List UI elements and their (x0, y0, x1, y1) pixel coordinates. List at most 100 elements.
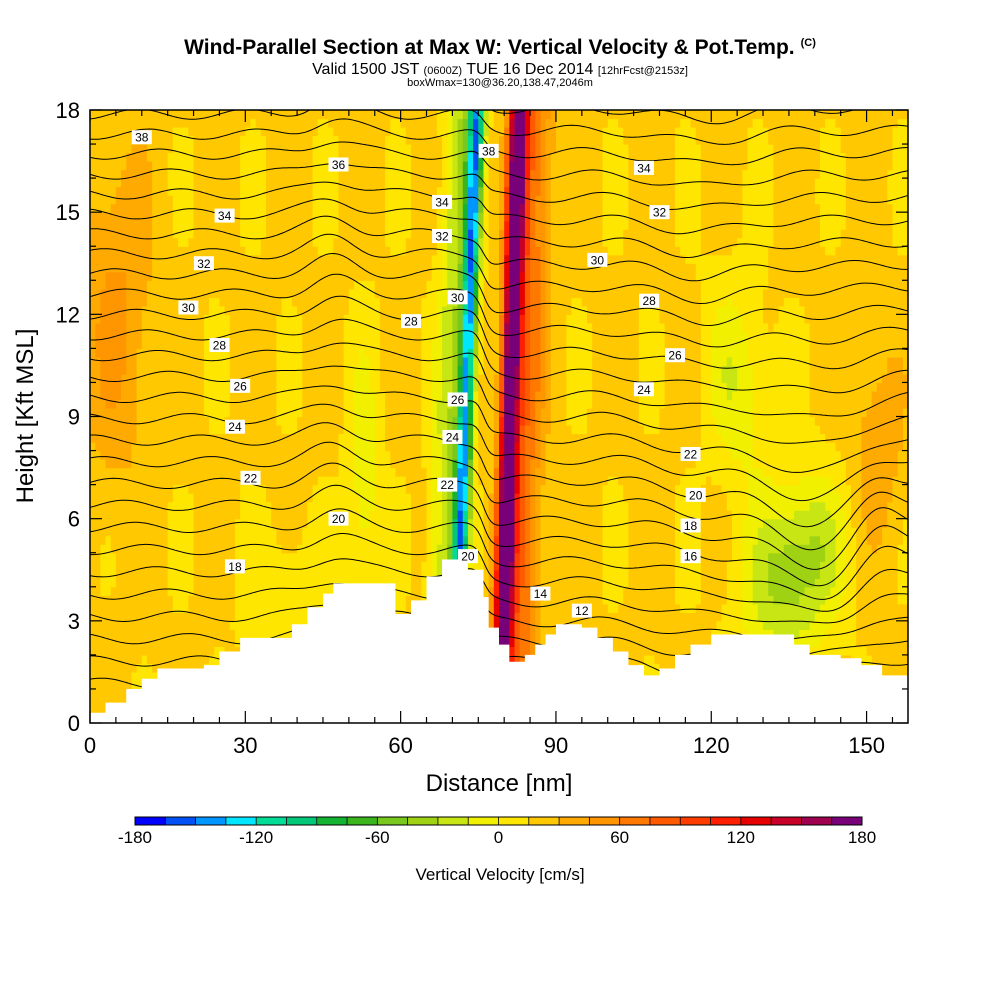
velocity-cell (297, 237, 303, 247)
velocity-cell (162, 118, 169, 128)
velocity-cell (405, 459, 412, 469)
velocity-cell (121, 135, 127, 145)
velocity-cell (105, 552, 112, 562)
velocity-cell (121, 569, 127, 579)
velocity-cell (234, 203, 241, 213)
velocity-cell (100, 220, 107, 230)
velocity-cell (312, 595, 319, 605)
velocity-cell (224, 578, 231, 588)
velocity-cell (95, 654, 101, 664)
velocity-cell (385, 305, 391, 315)
velocity-cell (333, 578, 340, 588)
velocity-cell (431, 459, 438, 469)
velocity-cell (229, 314, 236, 324)
velocity-cell (224, 365, 231, 375)
velocity-cell (390, 450, 397, 460)
velocity-cell (328, 459, 334, 469)
velocity-cell (426, 467, 433, 477)
velocity-cell (390, 271, 397, 281)
velocity-cell (255, 356, 262, 367)
velocity-cell (115, 484, 122, 494)
velocity-cell (214, 586, 221, 596)
velocity-cell (146, 510, 153, 520)
velocity-cell (348, 510, 355, 520)
velocity-cell (203, 161, 210, 171)
velocity-cell (410, 220, 417, 230)
velocity-cell (302, 518, 309, 528)
velocity-cell (90, 135, 96, 145)
velocity-cell (162, 365, 169, 375)
velocity-cell (141, 288, 148, 298)
velocity-cell (224, 493, 231, 503)
velocity-cell (209, 186, 215, 196)
velocity-cell (198, 135, 205, 145)
velocity-cell (312, 493, 319, 503)
velocity-cell (157, 612, 164, 622)
velocity-cell (178, 637, 184, 647)
velocity-cell (333, 314, 340, 324)
velocity-cell (405, 212, 412, 222)
velocity-cell (178, 561, 184, 571)
velocity-cell (121, 152, 127, 162)
velocity-cell (255, 178, 262, 188)
velocity-cell (110, 561, 117, 571)
velocity-cell (271, 373, 277, 384)
velocity-cell (193, 510, 200, 520)
velocity-cell (312, 246, 319, 256)
velocity-cell (390, 305, 397, 315)
velocity-cell (276, 467, 283, 477)
velocity-cell (302, 203, 309, 213)
velocity-cell (348, 280, 355, 290)
velocity-cell (167, 254, 174, 264)
velocity-cell (426, 297, 433, 307)
velocity-cell (421, 288, 428, 298)
velocity-cell (416, 356, 422, 367)
velocity-cell (141, 442, 148, 452)
velocity-cell (328, 110, 334, 120)
velocity-cell (172, 297, 179, 307)
velocity-cell (302, 229, 309, 239)
velocity-cell (214, 612, 221, 622)
velocity-cell (286, 578, 293, 588)
velocity-cell (183, 127, 189, 137)
velocity-cell (442, 305, 448, 315)
velocity-cell (312, 305, 319, 315)
velocity-cell (146, 518, 153, 528)
velocity-cell (426, 425, 433, 435)
velocity-cell (271, 314, 277, 324)
velocity-cell (369, 382, 376, 392)
velocity-cell (95, 493, 101, 503)
velocity-cell (167, 416, 174, 426)
velocity-cell (121, 586, 127, 596)
velocity-cell (110, 595, 117, 605)
velocity-cell (183, 442, 189, 452)
velocity-cell (260, 467, 267, 477)
velocity-cell (405, 178, 412, 188)
velocity-cell (400, 288, 407, 298)
velocity-cell (436, 254, 443, 264)
velocity-cell (95, 705, 101, 716)
velocity-cell (193, 433, 200, 443)
velocity-cell (405, 186, 412, 196)
velocity-cell (276, 246, 283, 256)
velocity-cell (100, 425, 107, 435)
velocity-cell (219, 544, 226, 554)
velocity-cell (146, 254, 153, 264)
velocity-cell (100, 229, 107, 239)
velocity-cell (328, 544, 334, 554)
velocity-cell (395, 399, 402, 409)
velocity-cell (224, 110, 231, 120)
velocity-cell (126, 569, 133, 579)
velocity-cell (385, 467, 391, 477)
velocity-cell (348, 365, 355, 375)
velocity-cell (260, 382, 267, 392)
velocity-cell (126, 527, 133, 537)
velocity-cell (188, 288, 195, 298)
velocity-cell (322, 544, 329, 554)
velocity-cell (95, 297, 101, 307)
velocity-cell (307, 127, 314, 137)
velocity-cell (214, 195, 221, 205)
velocity-cell (172, 569, 179, 579)
velocity-cell (338, 569, 345, 579)
velocity-cell (219, 527, 226, 537)
